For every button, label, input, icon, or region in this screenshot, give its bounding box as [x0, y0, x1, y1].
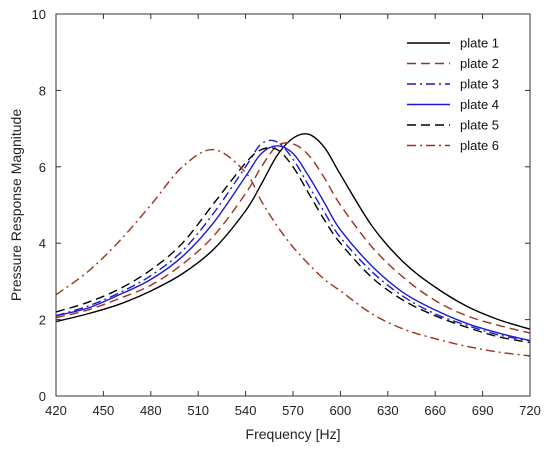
plot-frame [55, 13, 531, 397]
legend-label: plate 2 [460, 56, 499, 71]
series-line-5 [56, 146, 530, 344]
legend-label: plate 4 [460, 97, 499, 112]
legend-label: plate 5 [460, 118, 499, 133]
y-axis-label: Pressure Response Magnitude [8, 109, 24, 301]
x-tick-label: 630 [377, 403, 399, 418]
series-line-2 [56, 142, 530, 334]
ticks-layer: 420 450 480 510 540 570 600 630 660 690 720 0 2 4 6 8 10 [32, 7, 541, 418]
x-tick-label: 510 [187, 403, 209, 418]
series-line-6 [56, 148, 530, 357]
x-tick-label: 600 [330, 403, 352, 418]
x-tick-label: 480 [140, 403, 162, 418]
series-line-3 [56, 139, 530, 342]
legend-label: plate 6 [460, 138, 499, 153]
x-tick-label: 690 [472, 403, 494, 418]
x-tick-label: 660 [424, 403, 446, 418]
legend: plate 1 plate 2 plate 3 plate 4 plate 5 plate… [407, 36, 499, 153]
y-tick-label: 2 [39, 313, 46, 328]
series-layer [56, 133, 530, 357]
y-tick-label: 0 [39, 389, 46, 404]
series-line-1 [56, 133, 530, 330]
x-tick-label: 540 [235, 403, 257, 418]
series-lines [56, 133, 530, 357]
x-tick-label: 570 [282, 403, 304, 418]
y-tick-label: 8 [39, 83, 46, 98]
x-tick-label: 450 [93, 403, 115, 418]
x-tick-label: 720 [519, 403, 541, 418]
y-tick-label: 6 [39, 160, 46, 175]
y-tick-label: 4 [39, 236, 46, 251]
series-line-4 [56, 145, 530, 342]
legend-label: plate 1 [460, 36, 499, 51]
x-tick-label: 420 [45, 403, 67, 418]
legend-label: plate 3 [460, 77, 499, 92]
y-tick-label: 10 [32, 7, 46, 22]
x-axis-label: Frequency [Hz] [246, 426, 341, 442]
